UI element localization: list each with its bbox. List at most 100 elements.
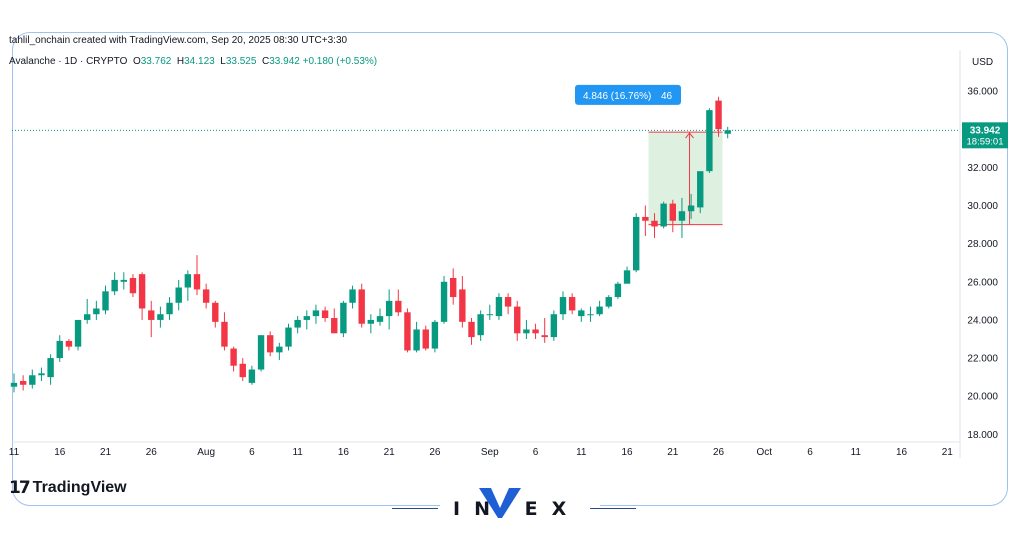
- candle-body: [29, 375, 36, 385]
- x-tick-label: 26: [146, 447, 158, 458]
- x-tick-label: 16: [338, 447, 350, 458]
- candle-body: [495, 297, 503, 317]
- ohlc-high: H34.123: [176, 56, 215, 67]
- candle-body: [605, 297, 612, 307]
- invex-wordmark: IN EX: [453, 498, 581, 520]
- candle-body: [431, 321, 439, 349]
- candle-body: [239, 363, 246, 378]
- candle-body: [459, 289, 466, 322]
- y-tick-label: 24.000: [967, 315, 998, 326]
- currency-label: USD: [972, 57, 994, 68]
- candle-body: [340, 302, 347, 334]
- measure-arrow-head: [685, 132, 694, 139]
- candle-body: [715, 100, 722, 130]
- tradingview-wordmark: TradingView: [32, 479, 127, 496]
- candle-body: [358, 289, 365, 324]
- candle-body: [468, 321, 475, 338]
- candle-body: [486, 314, 493, 316]
- candle-body: [267, 335, 274, 353]
- candle-body: [294, 319, 301, 328]
- x-tick-label: 21: [667, 447, 679, 458]
- candle-body: [623, 270, 631, 284]
- candle-body: [148, 310, 155, 320]
- candle-body: [166, 302, 173, 315]
- measure-label-box: [575, 84, 681, 105]
- candle-body: [385, 300, 393, 317]
- tradingview-mark-icon: 17: [9, 478, 31, 498]
- candle-body: [10, 382, 18, 387]
- candle-body: [276, 346, 283, 353]
- candle-body: [440, 281, 448, 322]
- candle-body: [450, 277, 457, 298]
- ohlc-open: O33.762: [132, 56, 172, 67]
- candle-body: [550, 314, 558, 338]
- x-tick-label: Oct: [757, 447, 773, 458]
- candle-body: [157, 314, 164, 320]
- candle-body: [541, 335, 548, 338]
- x-tick-label: 6: [807, 447, 813, 458]
- candle-body: [84, 314, 91, 320]
- candle-body: [312, 310, 320, 317]
- candle-body: [321, 310, 329, 319]
- x-tick-label: 16: [54, 447, 66, 458]
- x-tick-label: 16: [621, 447, 633, 458]
- y-tick-label: 30.000: [967, 201, 998, 212]
- x-tick-label: 16: [896, 447, 908, 458]
- candle-body: [587, 314, 594, 316]
- candle-body: [184, 274, 192, 288]
- candle-body: [642, 216, 649, 221]
- candle-body: [129, 277, 137, 294]
- candle-body: [614, 283, 622, 298]
- invex-logo-backdrop: [440, 484, 600, 524]
- candle-body: [230, 348, 237, 366]
- candle-body: [19, 380, 27, 385]
- candle-body: [687, 205, 695, 212]
- candle-body: [376, 316, 384, 322]
- candle-body: [651, 220, 658, 227]
- price-change: +0.180 (+0.53%): [302, 56, 378, 67]
- last-price-badge: [962, 122, 1008, 149]
- ohlc-low: L33.525: [220, 56, 257, 67]
- last-price-value: 33.942: [970, 125, 1001, 136]
- candle-body: [74, 319, 82, 347]
- x-tick-label: 26: [429, 447, 441, 458]
- symbol-name: Avalanche · 1D · CRYPTO: [9, 56, 128, 67]
- candle-body: [477, 314, 484, 336]
- candle-body: [221, 321, 228, 347]
- candle-body: [175, 287, 182, 303]
- candle-body: [706, 110, 713, 172]
- candle-body: [193, 274, 201, 290]
- x-tick-label: 11: [851, 447, 862, 458]
- candle-body: [331, 318, 338, 334]
- candle-body: [367, 319, 375, 324]
- candle-body: [56, 340, 63, 359]
- y-tick-label: 32.000: [967, 163, 998, 174]
- candle-body: [285, 327, 292, 347]
- candle-body: [578, 310, 585, 317]
- candle-body: [422, 329, 429, 349]
- tradingview-logo: 17 TradingView: [9, 478, 127, 498]
- y-tick-label: 20.000: [967, 392, 998, 403]
- candle-body: [248, 369, 256, 383]
- candle-body: [523, 329, 530, 334]
- candle-body: [102, 291, 109, 311]
- candle-body: [257, 335, 265, 370]
- x-tick-label: 26: [713, 447, 725, 458]
- invex-left-rule: [392, 508, 438, 509]
- measure-label-tail: 46: [661, 91, 673, 102]
- candle-body: [559, 297, 567, 315]
- candle-body: [120, 279, 127, 282]
- candle-body: [678, 211, 686, 221]
- candle-body: [47, 358, 54, 378]
- candle-body: [138, 274, 146, 309]
- invex-right-rule: [590, 508, 636, 509]
- invex-v-icon: [479, 488, 521, 518]
- chart-attribution: tahlil_onchain created with TradingView.…: [9, 35, 348, 46]
- candle-body: [65, 340, 73, 347]
- x-tick-label: Sep: [481, 447, 499, 458]
- x-tick-label: 6: [249, 447, 255, 458]
- y-tick-label: 36.000: [967, 87, 998, 98]
- x-tick-label: 6: [533, 447, 539, 458]
- candle-body: [413, 329, 420, 351]
